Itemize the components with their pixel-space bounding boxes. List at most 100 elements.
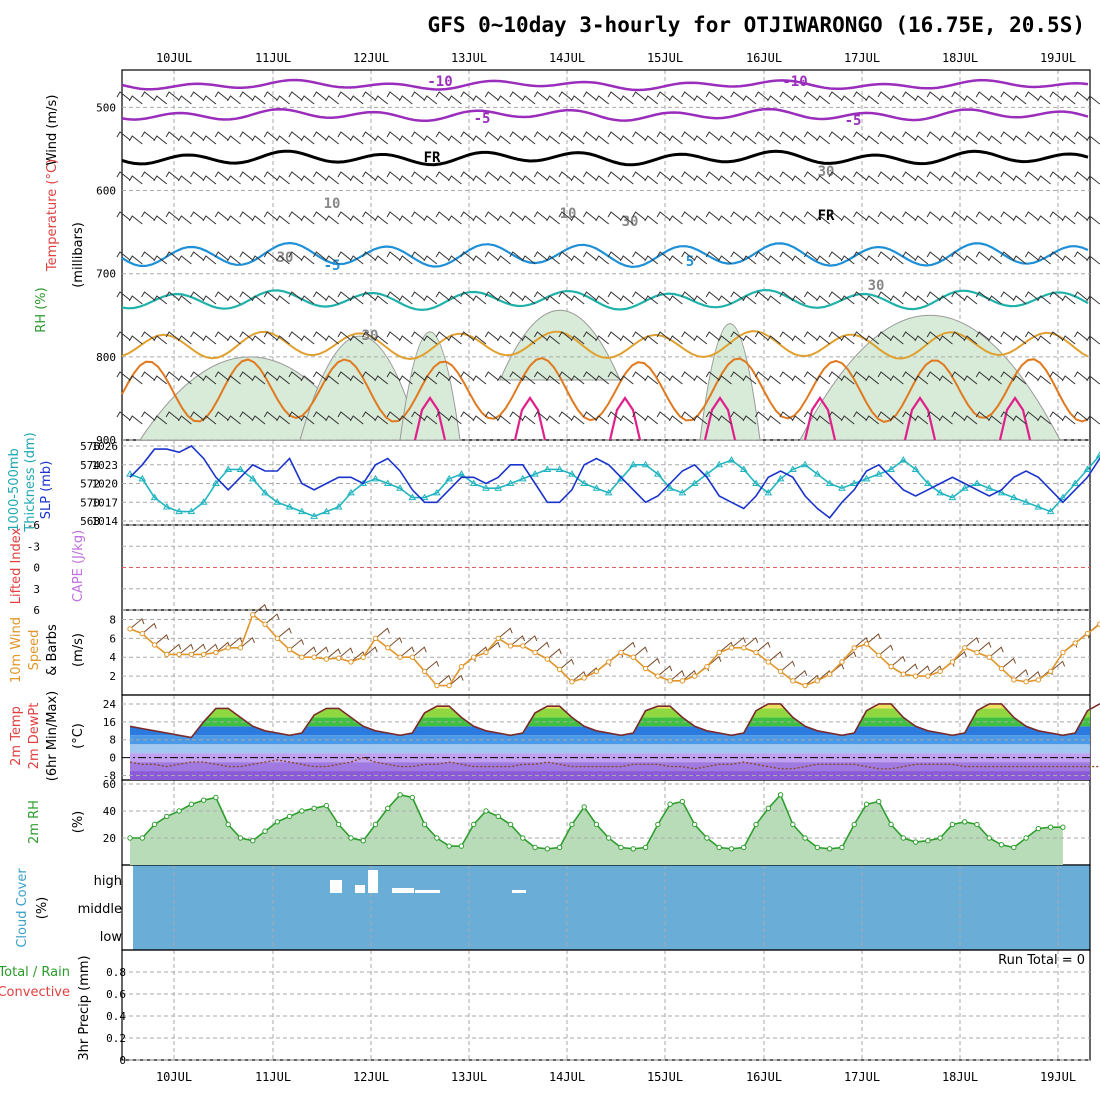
wind-barb bbox=[337, 371, 352, 381]
wind-barb bbox=[558, 331, 573, 341]
wind10-barb bbox=[522, 635, 538, 647]
wind-barb bbox=[374, 415, 389, 425]
wind-barb bbox=[840, 215, 855, 225]
wind-barb bbox=[570, 335, 585, 345]
wind-barb bbox=[435, 251, 450, 261]
wind-barb bbox=[840, 375, 855, 385]
precip-tick: 0.6 bbox=[106, 988, 126, 1001]
wind10-series-point bbox=[876, 652, 882, 659]
wind-barb bbox=[177, 175, 192, 185]
wind10-series-point bbox=[274, 635, 280, 642]
wind-barb bbox=[877, 251, 892, 261]
wind-barb bbox=[202, 335, 217, 345]
wind-barb bbox=[263, 211, 278, 221]
wind-barb bbox=[840, 295, 855, 305]
wind10-barb bbox=[534, 641, 550, 653]
wind-barb bbox=[828, 411, 843, 421]
wind-barb bbox=[853, 171, 867, 181]
thickness-series-point bbox=[568, 470, 576, 477]
wind-barb bbox=[472, 95, 487, 105]
wind10-barb bbox=[890, 655, 906, 668]
wind-barb bbox=[288, 91, 303, 101]
wind-barb bbox=[632, 291, 646, 301]
wind-barb bbox=[938, 335, 953, 345]
wind-barb bbox=[325, 295, 339, 305]
thickness-series-point bbox=[248, 474, 257, 482]
wind-barb bbox=[693, 95, 708, 105]
wind-barb bbox=[1024, 291, 1039, 301]
wind-barb bbox=[398, 375, 413, 385]
wind-barb bbox=[963, 335, 978, 345]
wind-barb bbox=[914, 415, 929, 425]
wind-barb bbox=[865, 375, 880, 385]
wind10-series-point bbox=[151, 642, 158, 648]
wind-barb bbox=[337, 171, 352, 181]
wind10-barb bbox=[645, 657, 661, 669]
wind-barb bbox=[411, 411, 425, 421]
wind-barb bbox=[988, 135, 1002, 145]
wind10-series-point bbox=[458, 663, 465, 670]
wind-barb bbox=[570, 375, 585, 385]
wind-barb bbox=[1037, 215, 1051, 225]
rh2m-series-point bbox=[863, 801, 870, 807]
wind-barb bbox=[853, 131, 867, 141]
wind-barb bbox=[644, 215, 659, 225]
wind-barb bbox=[926, 291, 941, 301]
wind10-barb bbox=[412, 646, 427, 658]
wind-barb bbox=[521, 375, 536, 385]
wind-barb bbox=[447, 135, 462, 145]
wind-barb bbox=[533, 91, 548, 101]
wind-barb bbox=[632, 131, 646, 141]
date-label-top: 15JUL bbox=[647, 51, 683, 65]
wind-barb bbox=[202, 175, 217, 185]
wind-barb bbox=[509, 251, 524, 261]
wind-barb bbox=[497, 95, 511, 105]
thickness-tick: 570 bbox=[80, 496, 100, 509]
wind-barb bbox=[632, 171, 646, 181]
wind10-series-point bbox=[790, 678, 796, 684]
wind-barb bbox=[325, 135, 339, 145]
rh2m-fill bbox=[130, 794, 1063, 865]
cloud-bar bbox=[368, 870, 378, 893]
rh2m-series-point bbox=[1047, 824, 1054, 830]
wind-barb bbox=[128, 375, 143, 385]
rh2m-series-point bbox=[667, 801, 673, 807]
wind-barb bbox=[877, 331, 892, 341]
thickness-series-point bbox=[850, 479, 859, 486]
rh2m-series-point bbox=[753, 821, 759, 828]
wind-barb bbox=[177, 135, 192, 145]
rh2m-series-point bbox=[912, 839, 919, 845]
wind-barb bbox=[227, 415, 241, 425]
wind-barb bbox=[362, 331, 376, 341]
wind-barb bbox=[988, 95, 1002, 105]
wind-barb bbox=[447, 215, 462, 225]
rh2m-series-point bbox=[262, 828, 268, 834]
thickness-series-point bbox=[482, 484, 490, 491]
wind-barb bbox=[570, 295, 585, 305]
wind-barb bbox=[460, 251, 475, 261]
contour-label: -10 bbox=[427, 74, 452, 90]
wind-barb bbox=[840, 335, 855, 345]
rh2m-series-point bbox=[446, 843, 452, 849]
rh2m-series-point bbox=[274, 819, 280, 825]
wind10-tick: 8 bbox=[109, 613, 116, 626]
wind-barb bbox=[988, 415, 1002, 425]
wind-barb bbox=[337, 211, 352, 221]
wind-barb bbox=[546, 295, 560, 305]
wind-barb bbox=[1061, 135, 1076, 145]
thickness-series-point bbox=[752, 479, 760, 486]
wind10-series-point bbox=[532, 649, 538, 656]
wind-barb bbox=[190, 291, 204, 301]
wind-barb bbox=[276, 335, 290, 345]
wind-barb bbox=[411, 251, 425, 261]
slp-tick: 1026 bbox=[92, 440, 119, 453]
wind-barb bbox=[988, 295, 1002, 305]
contour-label: 30 bbox=[277, 250, 294, 266]
wind10-tick: 2 bbox=[109, 670, 116, 683]
wind-barb bbox=[239, 291, 254, 301]
wind-barb bbox=[521, 175, 536, 185]
wind-barb bbox=[681, 251, 695, 261]
wind-barb bbox=[202, 135, 217, 145]
wind-barb bbox=[460, 171, 475, 181]
